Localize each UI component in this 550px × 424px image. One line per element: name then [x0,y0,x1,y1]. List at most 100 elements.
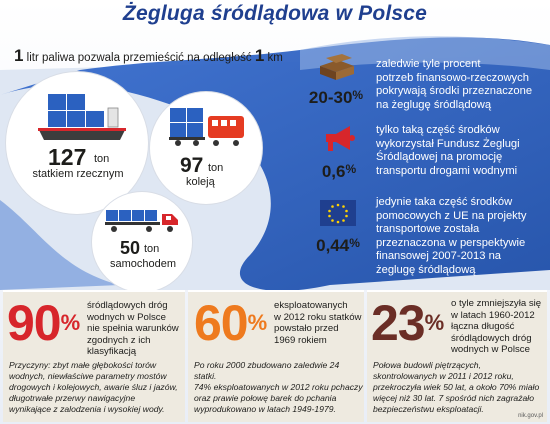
ship-label: statkiem rzecznym [32,168,124,180]
fact-money-text: zaledwie tyle procent potrzeb finansowo-… [376,58,546,112]
river-shape-lower [0,200,120,290]
megaphone-icon [326,126,355,151]
panel-length-body: Połowa budowli piętrzących, skontrolowan… [373,360,547,415]
fact-money: 20-30% [306,48,366,110]
panel-length-heading-line: o tyle zmniejszyła się [451,298,542,309]
ship-value: 127 [48,144,87,170]
river-highlight [300,36,550,70]
intro-number-2: 1 [254,46,265,65]
panel-ships-heading-line: eksploatowanych [274,300,348,311]
fact-eu-line: przeznaczona w perspektywie [376,236,526,249]
panel-length-body-line: więcej niż 30 lat. 7 spośród nich zagraż… [373,393,534,403]
panel-length-body-line: bezpieczeństwu eksploatacji. [373,404,484,414]
ship-circle: 127 ton statkiem rzecznym [6,72,148,214]
panel-roads-heading-line: wodnych w Polsce [87,311,166,323]
truck-icon [105,210,178,232]
fact-money-line: zaledwie tyle procent [376,58,481,70]
panel-roads-suffix: % [60,310,81,335]
panel-roads-body-line: długotrwałe przerwy nawigacyjne [9,393,136,403]
panel-roads-body-line: drogowych i kolejowych, awarie śluz i ja… [9,382,178,392]
fact-eu-text: jedynie taka część środków pomocowych z … [376,196,546,277]
page-title: Żegluga śródlądowa w Polsce [122,2,428,25]
panel-roads-body-line: Przyczyny: zbyt małe głębokości torów [9,360,157,370]
fact-eu-line: finansowej 2007-2013 na [376,250,502,262]
panel-roads-body-line: wodnych, niewłaściwe parametry mostów [9,371,167,381]
panel-length-heading-line: śródlądowych dróg [451,332,532,344]
river-shape [0,37,550,291]
fact-eu-value: 0,44% [310,236,366,256]
fact-money-number: 20-30 [308,88,353,107]
fact-money-value: 20-30% [306,88,366,108]
panel-roads: 90% śródlądowych dróg wodnych w Polsce n… [3,290,185,422]
panel-length-heading-line: łączna długość [451,321,515,332]
fact-promo-number: 0,6 [321,162,346,181]
fact-money-suffix: % [352,88,364,102]
intro-text: litr paliwa pozwala przemieścić na odleg… [23,52,255,64]
panel-length-body-line: Połowa budowli piętrzących, [373,360,481,370]
panel-roads-heading: śródlądowych dróg wodnych w Polsce nie s… [87,300,185,358]
fact-eu-line: żeglugę śródlądową [376,263,476,276]
train-value: 97 [180,154,204,177]
panel-roads-value: 90% [7,295,81,351]
fact-promo: 0,6% [314,120,364,184]
truck-value: 50 [120,238,141,258]
fact-money-line: potrzeb finansowo-rzeczowych [376,71,529,84]
ship-unit: ton [94,153,110,165]
panel-roads-body: Przyczyny: zbyt małe głębokości torów wo… [9,360,185,415]
truck-unit: ton [144,243,160,255]
fact-eu-suffix: % [349,236,360,250]
train-unit: ton [208,162,224,174]
fact-eu: 0,44% [310,196,366,260]
fact-eu-number: 0,44 [316,236,350,255]
panel-ships-body-line: wyprodukowano w latach 1949-1979. [194,404,336,414]
panel-ships-body-line: Po roku 2000 zbudowano zaledwie 24 statk… [194,360,340,381]
truck-circle: 50 ton samochodem [92,192,192,292]
source-credit: nik.gov.pl [518,413,543,419]
fact-eu-line: jedynie taka część środków [376,196,513,208]
fact-money-line: na żeglugę śródlądową [376,98,492,111]
panel-length-number: 23 [371,295,426,351]
panel-length-heading: o tyle zmniejszyła się w latach 1960-201… [451,298,547,356]
intro-number-1: 1 [14,46,24,65]
fact-promo-line: Śródlądowej na promocję [376,151,503,163]
fact-promo-line: tylko taką część środków [376,124,500,136]
panel-length-heading-line: w latach 1960-2012 [451,309,535,321]
fact-promo-line: wykorzystał Fundusz Żeglugi [376,137,520,150]
fact-promo-line: transportu drogami wodnymi [376,164,518,177]
fact-eu-line: pomocowych z UE na projekty [376,209,527,222]
panel-length: 23% o tyle zmniejszyła się w latach 1960… [367,290,547,422]
train-label: koleją [186,176,215,188]
panel-ships-heading-line: w 2012 roku statków [274,311,362,323]
panel-length-body-line: przekroczyła wiek 50 lat, a około 70% mi… [373,382,540,392]
panel-ships-heading: eksploatowanych w 2012 roku statków pows… [274,300,364,346]
panel-roads-heading-line: nie spełnia warunków [87,323,179,334]
panel-ships-body: Po roku 2000 zbudowano zaledwie 24 statk… [194,360,364,415]
panel-roads-heading-line: klasyfikacją [87,346,137,357]
intro-unit: km [264,52,283,64]
panel-roads-heading-line: zgodnych z ich [87,334,151,346]
panel-length-suffix: % [424,310,445,335]
panel-length-heading-line: wodnych w Polsce [451,344,530,355]
fact-eu-line: transportowe została [376,223,480,235]
money-icon [320,54,354,80]
fact-promo-text: tylko taką część środków wykorzystał Fun… [376,124,546,178]
panel-ships-suffix: % [247,310,268,335]
panel-ships-body-line: oraz prawie połowę barek do pchania [194,393,337,403]
panel-ships-number: 60 [194,295,249,351]
ship-icon [38,94,126,140]
panel-roads-number: 90 [7,295,62,351]
panel-roads-body-line: wynikające z zalodzenia i wysokiej wody. [9,404,165,414]
panel-length-body-line: skontrolowanych w 2011 i 2012 roku, [373,371,514,381]
train-icon [169,108,244,146]
train-circle: 97 ton koleją [150,92,262,204]
panel-ships-body-line: 74% eksploatowanych w 2012 roku pchaczy [194,382,363,392]
panel-length-value: 23% [371,295,445,351]
fact-promo-value: 0,6% [314,162,364,182]
fact-money-line: pokrywają środki przeznaczone [376,85,533,97]
fact-promo-suffix: % [345,162,357,176]
panel-ships: 60% eksploatowanych w 2012 roku statków … [188,290,364,422]
panel-ships-value: 60% [194,295,268,351]
panel-roads-heading-line: śródlądowych dróg [87,300,168,311]
eu-flag-icon [320,200,356,226]
panel-ships-heading-line: 1969 rokiem [274,334,327,346]
